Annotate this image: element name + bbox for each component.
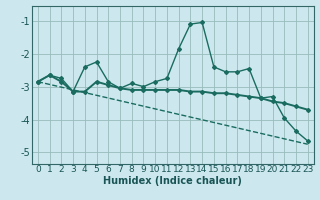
X-axis label: Humidex (Indice chaleur): Humidex (Indice chaleur): [103, 176, 242, 186]
